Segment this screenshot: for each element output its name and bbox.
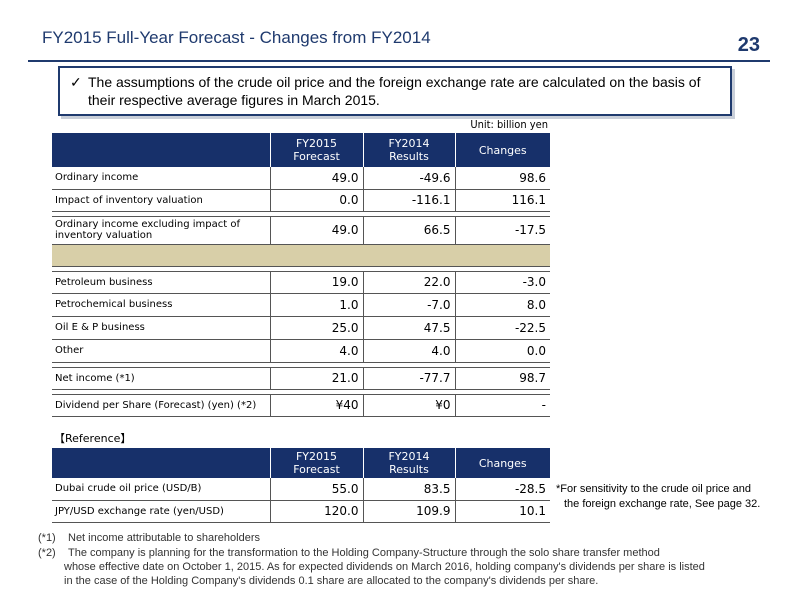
cell-fy2015: 4.0 (269, 339, 363, 363)
table-row: Oil E & P business 25.0 47.5 -22.5 (52, 316, 550, 340)
cell-change: -28.5 (454, 478, 550, 501)
cell-fy2014: 66.5 (362, 216, 455, 245)
row-label: Petroleum business (52, 271, 270, 294)
cell-fy2015: 21.0 (269, 367, 363, 390)
cell-fy2014: 83.5 (362, 478, 455, 501)
cell-change: -17.5 (454, 216, 550, 245)
table-header-row: FY2015 Forecast FY2014 Results Changes (52, 448, 550, 478)
cell-fy2015: 55.0 (269, 478, 363, 501)
footnote-1: (*1) Net income attributable to sharehold… (38, 531, 260, 545)
cell-fy2014: -77.7 (362, 367, 455, 390)
assumption-note-text: The assumptions of the crude oil price a… (88, 74, 701, 108)
header-changes: Changes (454, 448, 550, 478)
cell-fy2015: 120.0 (269, 500, 363, 523)
cell-change: -22.5 (454, 316, 550, 340)
row-label: Oil E & P business (52, 316, 270, 340)
cell-fy2014: -49.6 (362, 167, 455, 190)
cell-fy2014: 22.0 (362, 271, 455, 294)
header-fy2014: FY2014 Results (362, 448, 455, 478)
page-title: FY2015 Full-Year Forecast - Changes from… (42, 28, 431, 47)
footnote-text-cont-2: in the case of the Holding Company's div… (64, 575, 599, 587)
header-blank-cell (52, 133, 270, 167)
cell-fy2015: ¥40 (269, 394, 363, 417)
header-fy2015: FY2015 Forecast (269, 133, 363, 167)
header-fy2014: FY2014 Results (362, 133, 455, 167)
sensitivity-line-1: *For sensitivity to the crude oil price … (556, 483, 752, 495)
cell-fy2015: 19.0 (269, 271, 363, 294)
reference-table: FY2015 Forecast FY2014 Results Changes Dub… (52, 448, 550, 523)
row-label: Net income (*1) (52, 367, 270, 390)
cell-fy2014: ¥0 (362, 394, 455, 417)
table-row: Ordinary income 49.0 -49.6 98.6 (52, 167, 550, 190)
cell-change: 0.0 (454, 339, 550, 363)
table-gap-row (52, 266, 550, 272)
header-changes: Changes (454, 133, 550, 167)
forecast-table: FY2015 Forecast FY2014 Results Changes Ord… (52, 133, 550, 417)
cell-fy2015: 25.0 (269, 316, 363, 340)
cell-change: - (454, 394, 550, 417)
table-row: Petroleum business 19.0 22.0 -3.0 (52, 271, 550, 294)
row-label: Ordinary income excluding impact of inve… (52, 216, 270, 245)
footnote-text: Net income attributable to shareholders (68, 532, 260, 544)
cell-fy2014: 109.9 (362, 500, 455, 523)
row-label: Petrochemical business (52, 293, 270, 317)
reference-title: 【Reference】 (54, 432, 132, 445)
cell-fy2015: 0.0 (269, 189, 363, 212)
footnote-2: (*2) The company is planning for the tran… (38, 546, 705, 588)
row-label: Dubai crude oil price (USD/B) (52, 478, 270, 501)
table-gap-row (52, 362, 550, 368)
cell-change: 98.6 (454, 167, 550, 190)
cell-fy2015: 49.0 (269, 216, 363, 245)
row-label: Other (52, 339, 270, 363)
footnote-text-cont-1: whose effective date on October 1, 2015.… (64, 561, 705, 573)
cell-change: -3.0 (454, 271, 550, 294)
cell-change: 98.7 (454, 367, 550, 390)
row-label: JPY/USD exchange rate (yen/USD) (52, 500, 270, 523)
sensitivity-note: *For sensitivity to the crude oil price … (556, 482, 760, 512)
cell-fy2014: 4.0 (362, 339, 455, 363)
table-gap-row (52, 389, 550, 395)
header-blank-cell (52, 448, 270, 478)
cell-fy2015: 1.0 (269, 293, 363, 317)
table-row: Ordinary income excluding impact of inve… (52, 216, 550, 245)
cell-fy2015: 49.0 (269, 167, 363, 190)
sensitivity-line-2: the foreign exchange rate, See page 32. (564, 498, 761, 510)
table-row: Dubai crude oil price (USD/B) 55.0 83.5 … (52, 478, 550, 501)
table-header-row: FY2015 Forecast FY2014 Results Changes (52, 133, 550, 167)
cell-change: 116.1 (454, 189, 550, 212)
cell-fy2014: 47.5 (362, 316, 455, 340)
title-divider (28, 60, 770, 62)
table-row: Net income (*1) 21.0 -77.7 98.7 (52, 367, 550, 390)
checkmark-icon: ✓ (70, 74, 82, 90)
row-label: Dividend per Share (Forecast) (yen) (*2) (52, 394, 270, 417)
cell-fy2014: -116.1 (362, 189, 455, 212)
footnote-text: The company is planning for the transfor… (68, 547, 660, 559)
cell-fy2014: -7.0 (362, 293, 455, 317)
assumption-note-box: ✓ The assumptions of the crude oil price… (58, 66, 732, 116)
page-number: 23 (737, 34, 760, 56)
table-row: JPY/USD exchange rate (yen/USD) 120.0 10… (52, 500, 550, 523)
table-row: Impact of inventory valuation 0.0 -116.1… (52, 189, 550, 212)
row-label: Impact of inventory valuation (52, 189, 270, 212)
row-label: Ordinary income (52, 167, 270, 190)
cell-change: 8.0 (454, 293, 550, 317)
table-row: Petrochemical business 1.0 -7.0 8.0 (52, 293, 550, 317)
table-row: Other 4.0 4.0 0.0 (52, 339, 550, 363)
table-row: Dividend per Share (Forecast) (yen) (*2)… (52, 394, 550, 417)
footnote-mark: (*2) (38, 547, 56, 559)
table-gap-row (52, 211, 550, 217)
header-fy2015: FY2015 Forecast (269, 448, 363, 478)
footnote-mark: (*1) (38, 532, 56, 544)
cell-change: 10.1 (454, 500, 550, 523)
table-separator-band (52, 244, 550, 267)
unit-label: Unit: billion yen (470, 118, 548, 131)
